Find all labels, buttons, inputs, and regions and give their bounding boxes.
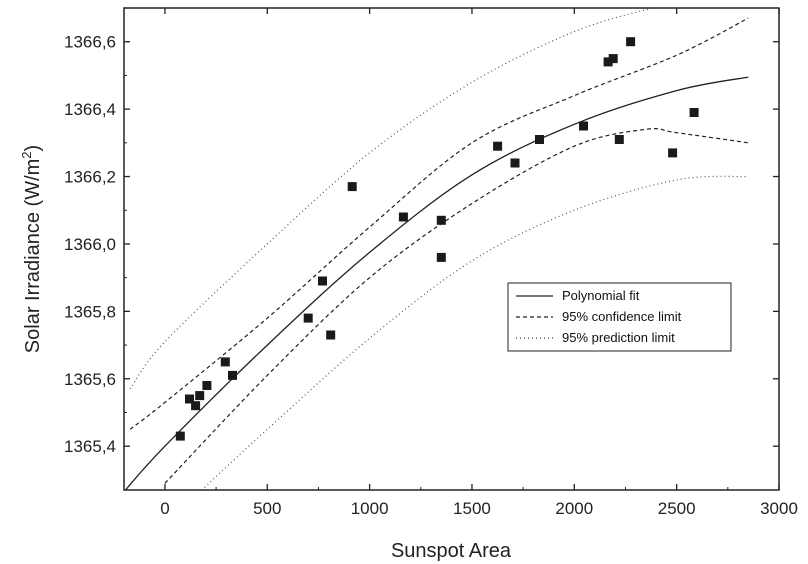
- x-axis-title: Sunspot Area: [391, 540, 512, 562]
- data-point: [436, 215, 446, 225]
- prediction-lower-curve: [201, 175, 749, 490]
- data-point: [436, 252, 446, 262]
- y-tick-label: 1365,8: [64, 302, 116, 321]
- data-point: [510, 158, 520, 168]
- data-point: [303, 313, 313, 323]
- data-point: [318, 276, 327, 286]
- data-point: [535, 135, 544, 144]
- y-tick-label: 1366,2: [64, 168, 116, 187]
- data-point: [614, 135, 624, 144]
- data-point: [608, 54, 618, 64]
- data-points: [175, 37, 699, 441]
- data-point: [626, 37, 636, 47]
- y-tick-labels: 1365,4 1365,6 1365,8 1366,0 1366,2 1366,4 1366…: [64, 33, 116, 456]
- data-point: [689, 108, 699, 117]
- y-tick-label: 1366,4: [64, 100, 116, 119]
- confidence-lower-curve: [164, 127, 749, 484]
- data-point: [228, 370, 237, 380]
- y-tick-label: 1366,6: [64, 33, 116, 52]
- data-point: [195, 391, 205, 401]
- data-point: [202, 381, 212, 390]
- confidence-upper-curve: [129, 17, 749, 430]
- data-point: [185, 394, 194, 404]
- y-tick-label: 1365,6: [64, 370, 116, 389]
- data-point: [579, 121, 588, 131]
- x-tick-label: 500: [253, 499, 281, 518]
- plot-frame: [123, 7, 780, 491]
- y-axis-title-end: ): [22, 145, 44, 152]
- y-axis-title-superscript: 2: [19, 151, 34, 158]
- data-point: [175, 431, 185, 441]
- legend-label-fit: Polynomial fit: [562, 288, 640, 303]
- axis-ticks: [124, 7, 780, 490]
- data-point: [191, 401, 201, 411]
- y-axis-title: Solar Irradiance (W/m2): [19, 145, 44, 353]
- legend-label-prediction: 95% prediction limit: [562, 330, 675, 345]
- data-point: [347, 182, 357, 192]
- data-point: [668, 148, 678, 158]
- fit-lines: [124, 8, 749, 490]
- data-point: [398, 212, 408, 222]
- legend-label-confidence: 95% confidence limit: [562, 309, 682, 324]
- x-tick-label: 2000: [555, 499, 593, 518]
- y-tick-label: 1365,4: [64, 437, 116, 456]
- x-tick-label: 0: [160, 499, 169, 518]
- legend: Polynomial fit 95% confidence limit 95% …: [507, 282, 732, 352]
- x-tick-label: 2500: [658, 499, 696, 518]
- x-tick-label: 1000: [351, 499, 389, 518]
- y-axis-title-main: Solar Irradiance (W/m: [22, 159, 44, 354]
- prediction-upper-curve: [129, 8, 653, 390]
- x-tick-label: 1500: [453, 499, 491, 518]
- data-point: [493, 141, 503, 151]
- y-tick-label: 1366,0: [64, 235, 116, 254]
- fit-curve: [124, 76, 749, 490]
- x-tick-labels: 0 500 1000 1500 2000 2500 3000: [160, 499, 798, 518]
- data-point: [220, 357, 230, 367]
- data-point: [326, 330, 336, 340]
- x-tick-label: 3000: [760, 499, 798, 518]
- data-point: [603, 57, 613, 67]
